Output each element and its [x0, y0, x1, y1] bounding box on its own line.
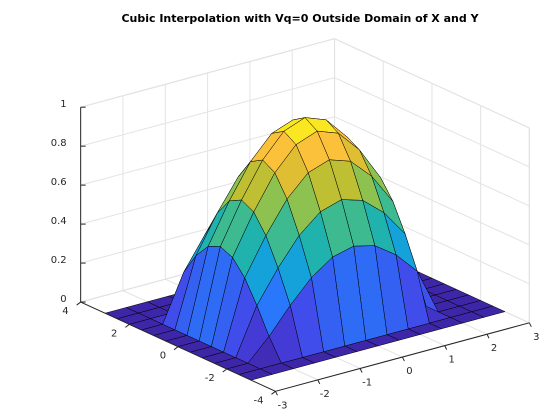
y-tick-label: 4 — [62, 306, 68, 317]
y-tick — [271, 390, 276, 395]
y-axis — [80, 301, 276, 392]
surface-face — [274, 144, 309, 200]
x-tick-label: 3 — [533, 332, 539, 343]
x-tick-label: -2 — [320, 389, 330, 400]
x-tick — [401, 356, 405, 362]
x-tick-label: -3 — [277, 400, 287, 411]
y-tick — [173, 346, 179, 351]
grid-line — [334, 77, 530, 168]
x-tick — [275, 391, 278, 396]
x-tick — [359, 368, 363, 373]
z-tick-label: 0.4 — [51, 216, 67, 227]
x-tick-label: -1 — [362, 377, 372, 388]
y-tick-label: 2 — [111, 328, 117, 339]
x-tick — [444, 345, 448, 350]
z-tick-label: 0 — [60, 294, 66, 305]
y-tick — [222, 368, 228, 373]
z-tick-label: 0.8 — [51, 138, 67, 149]
x-tick — [486, 334, 490, 339]
y-tick-label: -4 — [253, 395, 263, 406]
z-tick-label: 1 — [60, 99, 66, 110]
y-tick — [76, 301, 81, 306]
chart-title: Cubic Interpolation with Vq=0 Outside Do… — [121, 12, 479, 25]
y-tick-label: -2 — [205, 373, 215, 384]
x-tick-label: 0 — [406, 366, 412, 377]
y-tick — [125, 323, 130, 328]
grid-line — [80, 38, 335, 108]
grid-line — [334, 38, 530, 129]
grid-line — [334, 116, 530, 207]
z-tick-label: 0.6 — [51, 177, 67, 188]
grid-line — [80, 77, 335, 147]
x-tick-label: 1 — [449, 355, 455, 366]
x-tick — [317, 379, 321, 385]
x-tick-label: 2 — [491, 343, 497, 354]
z-tick-label: 0.2 — [51, 255, 67, 266]
x-tick — [528, 322, 532, 328]
y-tick-label: 0 — [160, 351, 166, 362]
